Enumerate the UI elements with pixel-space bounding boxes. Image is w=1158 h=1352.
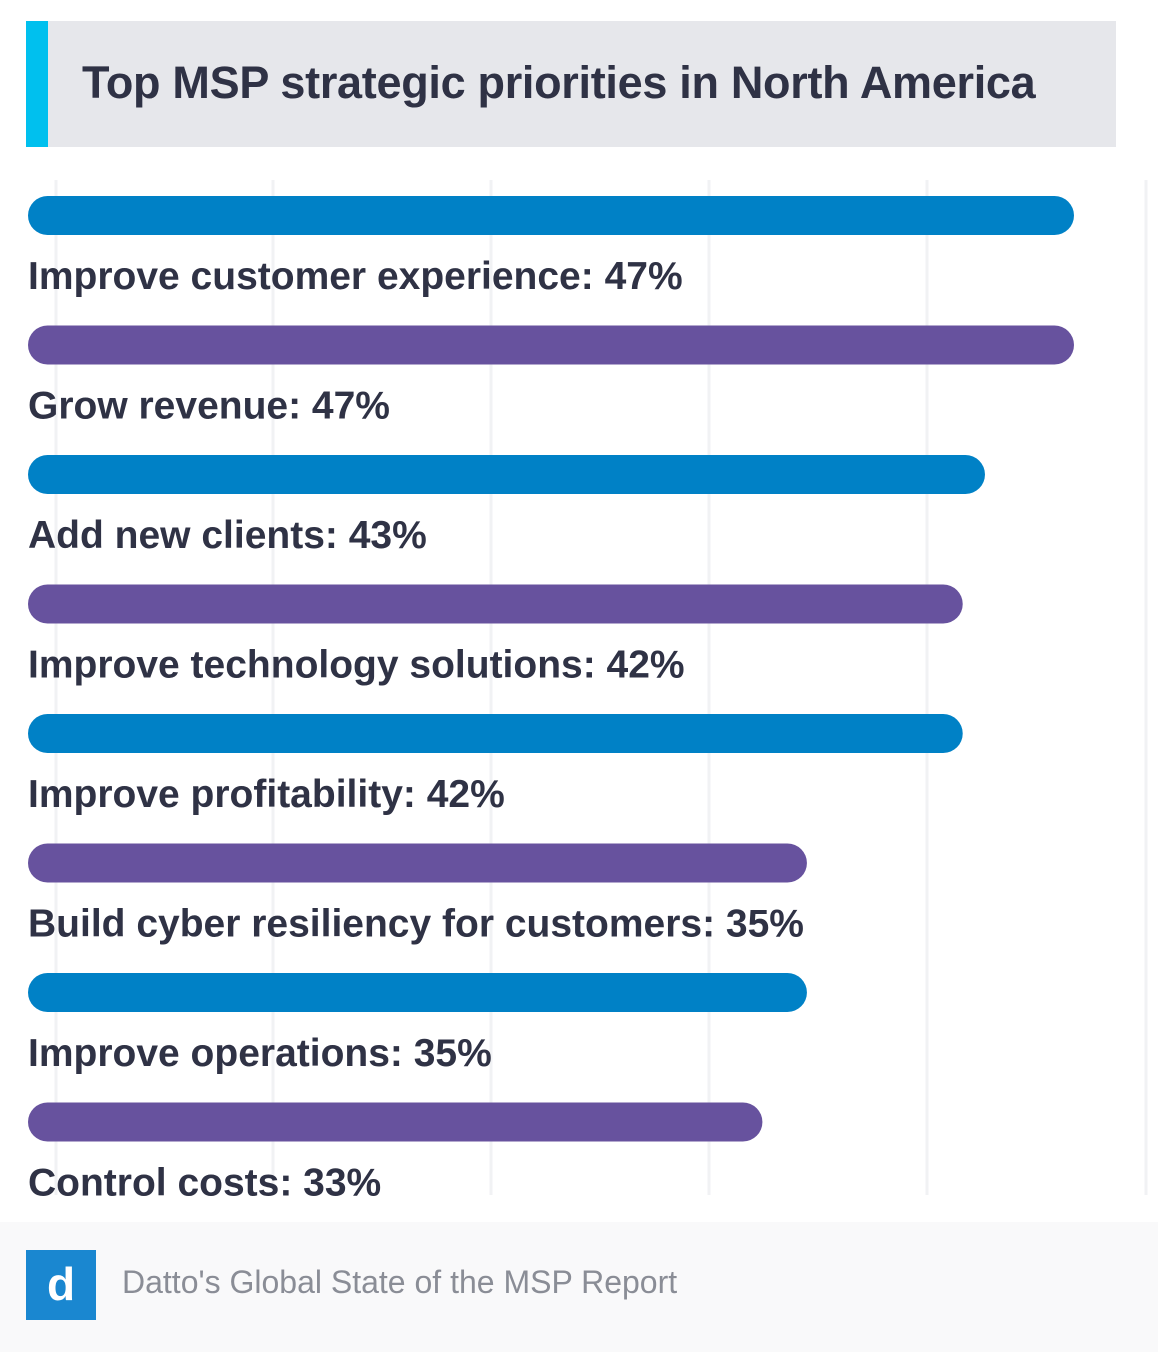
bar-5 (28, 843, 807, 883)
bar-4 (28, 714, 963, 753)
bar-chart: Improve customer experience: 47% Grow rev… (28, 180, 1148, 1205)
bar-6 (28, 973, 807, 1012)
chart-title: Top MSP strategic priorities in North Am… (82, 57, 1036, 108)
bar-7 (28, 1102, 763, 1142)
bar-label-3: Improve technology solutions: 42% (28, 644, 685, 687)
bar-1 (28, 325, 1074, 365)
footer: d Datto's Global State of the MSP Report (0, 1222, 1158, 1352)
bar-label-0: Improve customer experience: 47% (28, 255, 683, 298)
bar-2 (28, 455, 985, 494)
bar-label-7: Control costs: 33% (28, 1162, 381, 1205)
datto-logo: d (26, 1250, 96, 1320)
bar-label-6: Improve operations: 35% (28, 1032, 492, 1075)
bar-label-2: Add new clients: 43% (28, 514, 427, 557)
bar-3 (28, 584, 963, 624)
source-caption: Datto's Global State of the MSP Report (122, 1264, 678, 1300)
bar-label-1: Grow revenue: 47% (28, 385, 390, 428)
bar-label-4: Improve profitability: 42% (28, 773, 505, 816)
bar-label-5: Build cyber resiliency for customers: 35… (28, 903, 804, 946)
chart-title-bar: Top MSP strategic priorities in North Am… (26, 21, 1116, 147)
title-accent-stripe (26, 21, 48, 147)
bar-0 (28, 196, 1074, 235)
